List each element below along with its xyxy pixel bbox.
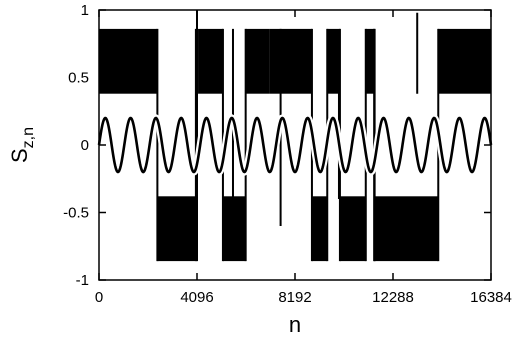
band-segment [365, 28, 375, 94]
band-segment [222, 196, 246, 262]
band-segment [269, 28, 282, 94]
x-tick-label: 12288 [372, 289, 414, 306]
y-tick-label: -1 [76, 272, 89, 289]
band-segment [311, 196, 328, 262]
band-segment [339, 196, 366, 262]
sinusoid-line [97, 116, 493, 174]
y-tick-label: -0.5 [63, 205, 89, 222]
band-segment [327, 28, 340, 94]
x-axis-ticks: 0 4096 8192 12288 16384 [95, 10, 512, 306]
y-axis-label-main: S [7, 148, 32, 163]
band-segment [281, 28, 312, 94]
band-segment [99, 28, 158, 94]
plot-marks [95, 10, 495, 262]
band-segment [438, 28, 491, 94]
y-axis-ticks: -1 -0.5 0 0.5 1 [63, 2, 491, 289]
x-tick-label: 4096 [180, 289, 213, 306]
y-tick-label: 0 [81, 137, 89, 154]
x-tick-label: 16384 [470, 289, 512, 306]
band-segment [374, 196, 439, 262]
band-segment [245, 28, 270, 94]
y-tick-label: 1 [81, 2, 89, 19]
band-segment [157, 196, 196, 262]
y-axis-label: Sz,n [7, 127, 37, 163]
y-axis-label-subscript: z,n [20, 127, 37, 148]
y-tick-label: 0.5 [68, 70, 89, 87]
x-tick-label: 8192 [278, 289, 311, 306]
x-tick-label: 0 [95, 289, 103, 306]
x-axis-label: n [289, 312, 301, 337]
band-segment [198, 28, 223, 94]
